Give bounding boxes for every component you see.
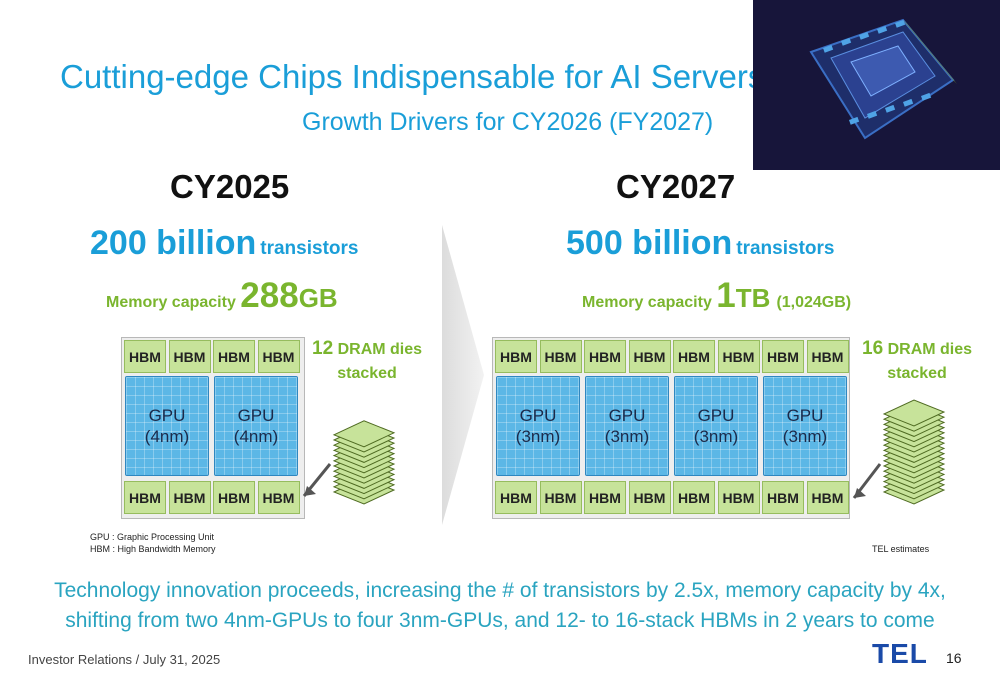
- right-memory-value: 1: [716, 276, 736, 315]
- left-year: CY2025: [170, 168, 290, 205]
- hbm-module: HBM: [762, 481, 804, 514]
- dram-die-layer: [332, 420, 396, 448]
- hbm-module: HBM: [539, 481, 582, 514]
- summary-line-2: shifting from two 4nm-GPUs to four 3nm-G…: [65, 609, 935, 632]
- hbm-module: HBM: [584, 481, 626, 514]
- hbm-definition: HBM : High Bandwidth Memory: [90, 544, 216, 555]
- gpu-die: GPU (3nm): [763, 376, 847, 476]
- hbm-module: HBM: [628, 481, 671, 514]
- gpu-label: GPU: [519, 405, 557, 425]
- hbm-module: HBM: [168, 481, 211, 514]
- left-transistors-unit: transistors: [260, 238, 359, 259]
- right-dies-number: 16: [862, 338, 884, 359]
- right-memory-label: Memory capacity: [582, 294, 712, 311]
- hbm-module: HBM: [124, 481, 166, 514]
- gpu-process-node: (3nm): [782, 427, 828, 446]
- footer-ir: Investor Relations / July 31, 2025: [28, 652, 221, 667]
- slide-title: Cutting-edge Chips Indispensable for AI …: [60, 58, 765, 95]
- gpu-die: GPU (3nm): [585, 376, 669, 476]
- right-transistors-value: 500 billion: [566, 224, 733, 262]
- hbm-module: HBM: [213, 481, 255, 514]
- gpu-die: GPU (3nm): [496, 376, 580, 476]
- left-memory-value: 288: [240, 276, 299, 315]
- gpu-label: GPU: [608, 405, 646, 425]
- hbm-module: HBM: [124, 340, 166, 373]
- gpu-label: GPU: [786, 405, 824, 425]
- hbm-module: HBM: [717, 481, 760, 514]
- slide-subtitle: Growth Drivers for CY2026 (FY2027): [302, 108, 714, 136]
- progression-arrow: [442, 225, 484, 525]
- pointer-arrow-head: [304, 486, 316, 496]
- gpu-process-node: (3nm): [604, 427, 650, 446]
- hbm-module: HBM: [213, 340, 255, 373]
- page-number: 16: [946, 650, 962, 666]
- dram-die-layer: [882, 399, 946, 427]
- hbm-module: HBM: [495, 340, 537, 373]
- hbm-module: HBM: [168, 340, 211, 373]
- hbm-module: HBM: [495, 481, 537, 514]
- gpu-die: GPU (4nm): [125, 376, 209, 476]
- tel-estimates-note: TEL estimates: [872, 544, 930, 554]
- right-year: CY2027: [616, 168, 736, 205]
- left-dies-text: DRAM dies: [337, 341, 423, 358]
- left-dram-dies: 12 DRAM dies stacked: [312, 336, 422, 385]
- left-transistors-value: 200 billion: [90, 224, 257, 262]
- hbm-module: HBM: [584, 340, 626, 373]
- left-transistors: 200 billion transistors: [90, 224, 358, 263]
- hbm-module: HBM: [539, 340, 582, 373]
- hbm-module: HBM: [257, 481, 300, 514]
- right-dram-dies: 16 DRAM dies stacked: [862, 336, 972, 385]
- left-memory-label: Memory capacity: [106, 294, 236, 311]
- left-chip-diagram: HBM HBM HBM HBM HBM HBM HBM HBM GPU (4nm) GPU (4nm): [121, 337, 305, 519]
- tel-logo: TEL: [872, 638, 928, 669]
- gpu-process-node: (4nm): [233, 427, 279, 446]
- gpu-label: GPU: [697, 405, 735, 425]
- gpu-process-node: (3nm): [693, 427, 739, 446]
- hbm-module: HBM: [673, 481, 715, 514]
- gpu-definition: GPU : Graphic Processing Unit: [90, 532, 215, 542]
- gpu-process-node: (4nm): [144, 427, 190, 446]
- summary-text: Technology innovation proceeds, increasi…: [0, 576, 1000, 636]
- hbm-module: HBM: [806, 481, 849, 514]
- summary-line-1: Technology innovation proceeds, increasi…: [54, 579, 946, 602]
- right-memory-unit: TB: [735, 283, 771, 313]
- right-memory: Memory capacity 1TB (1,024GB): [582, 276, 851, 316]
- right-dies-text: DRAM dies: [887, 341, 973, 358]
- gpu-process-node: (3nm): [515, 427, 561, 446]
- hbm-module: HBM: [628, 340, 671, 373]
- hbm-module: HBM: [762, 340, 804, 373]
- hbm-module: HBM: [717, 340, 760, 373]
- hbm-module: HBM: [673, 340, 715, 373]
- right-transistors-unit: transistors: [736, 238, 835, 259]
- gpu-label: GPU: [148, 405, 186, 425]
- glossary: GPU : Graphic Processing Unit HBM : High…: [90, 531, 216, 555]
- right-dram-stack: [852, 399, 946, 505]
- right-chip-diagram: HBM HBM HBM HBM HBM HBM HBM HBM HBM HBM HBM HBM HBM H…: [492, 337, 850, 519]
- chip-package-image: [753, 0, 1000, 170]
- right-memory-paren: (1,024GB): [776, 294, 852, 311]
- gpu-die: GPU (3nm): [674, 376, 758, 476]
- chip-illustration: [809, 18, 957, 140]
- left-dram-stack: [302, 420, 396, 505]
- left-memory-unit: GB: [298, 283, 338, 313]
- gpu-label: GPU: [237, 405, 275, 425]
- hbm-module: HBM: [257, 340, 300, 373]
- gpu-die: GPU (4nm): [214, 376, 298, 476]
- left-stacked-label: stacked: [337, 364, 397, 382]
- right-transistors: 500 billion transistors: [566, 224, 834, 263]
- hbm-module: HBM: [806, 340, 849, 373]
- right-stacked-label: stacked: [887, 364, 947, 382]
- pointer-arrow-head: [854, 488, 866, 498]
- left-memory: Memory capacity 288GB: [106, 276, 338, 316]
- left-dies-number: 12: [312, 338, 334, 359]
